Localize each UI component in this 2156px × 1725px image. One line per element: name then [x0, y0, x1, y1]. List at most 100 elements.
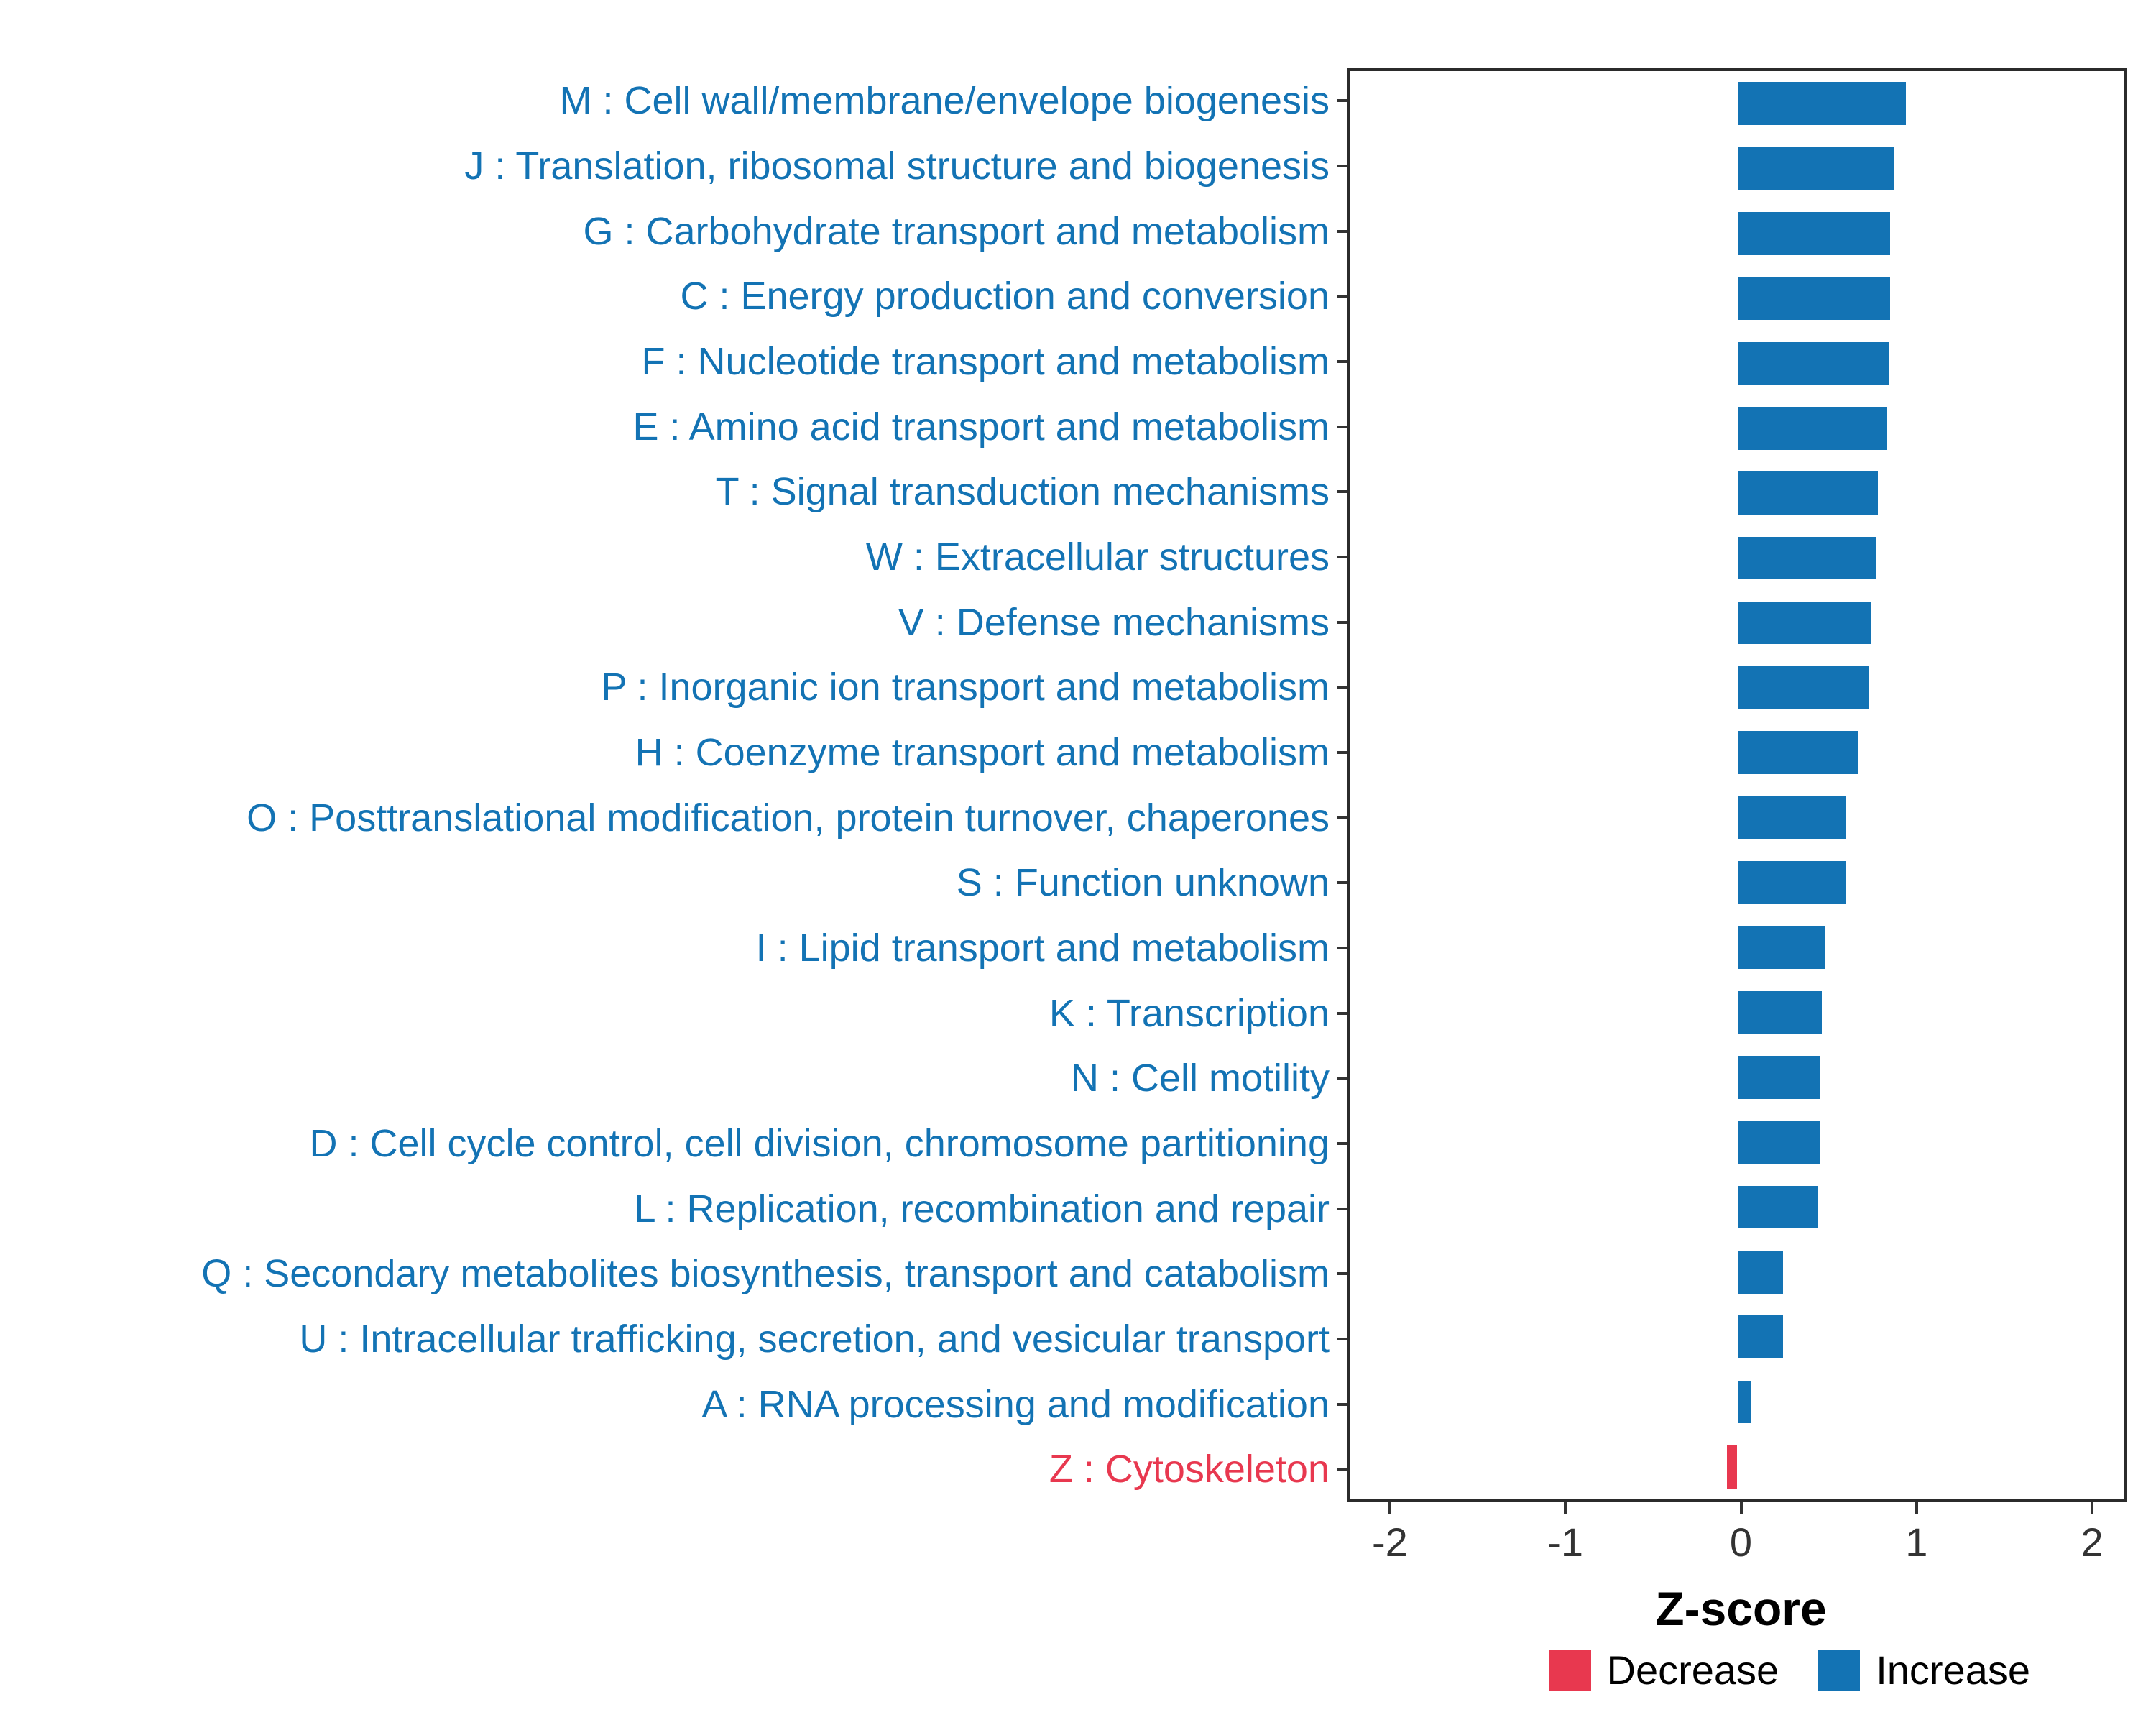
bar-row: [1350, 720, 2124, 785]
x-axis-tick-label: 0: [1729, 1519, 1753, 1565]
category-row: D : Cell cycle control, cell division, c…: [14, 1111, 1348, 1177]
legend-item-decrease: Decrease: [1549, 1650, 1779, 1691]
y-axis-tick: [1337, 295, 1348, 298]
x-axis-tick-label: 2: [2081, 1519, 2104, 1565]
plot-panel: [1348, 68, 2127, 1502]
category-row: O : Posttranslational modification, prot…: [14, 785, 1348, 850]
bar-row: [1350, 136, 2124, 201]
category-label: T : Signal transduction mechanisms: [715, 470, 1330, 514]
bar-J: [1737, 147, 1894, 190]
bar-row: [1350, 1369, 2124, 1434]
legend-swatch-decrease: [1549, 1650, 1591, 1691]
bar-Z: [1726, 1445, 1738, 1489]
bar-A: [1737, 1380, 1752, 1424]
bar-row: [1350, 266, 2124, 331]
y-axis-labels: M : Cell wall/membrane/envelope biogenes…: [14, 68, 1348, 1502]
y-axis-tick: [1337, 490, 1348, 494]
bar-L: [1737, 1185, 1819, 1229]
category-label: J : Translation, ribosomal structure and…: [464, 144, 1330, 188]
category-label: A : RNA processing and modification: [701, 1382, 1330, 1426]
bar-row: [1350, 1110, 2124, 1174]
category-row: L : Replication, recombination and repai…: [14, 1176, 1348, 1241]
category-row: U : Intracellular trafficking, secretion…: [14, 1307, 1348, 1372]
bar-row: [1350, 396, 2124, 461]
category-row: N : Cell motility: [14, 1046, 1348, 1111]
y-axis-tick: [1337, 165, 1348, 167]
category-label: F : Nucleotide transport and metabolism: [641, 340, 1330, 384]
category-row: Z : Cytoskeleton: [14, 1437, 1348, 1502]
category-label: S : Function unknown: [956, 861, 1330, 905]
x-axis-tick-label: -2: [1371, 1519, 1408, 1565]
bar-row: [1350, 331, 2124, 395]
x-axis-tick-label: 1: [1905, 1519, 1928, 1565]
y-axis-tick: [1337, 947, 1348, 950]
y-axis-tick: [1337, 1468, 1348, 1471]
category-label: C : Energy production and conversion: [680, 275, 1330, 318]
y-axis-tick: [1337, 1077, 1348, 1080]
category-row: E : Amino acid transport and metabolism: [14, 394, 1348, 459]
category-row: M : Cell wall/membrane/envelope biogenes…: [14, 68, 1348, 134]
legend: Decrease Increase: [1549, 1650, 2030, 1691]
bar-U: [1737, 1315, 1784, 1358]
x-axis-tick: [1388, 1502, 1391, 1514]
category-label: Z : Cytoskeleton: [1049, 1448, 1330, 1491]
bar-K: [1737, 990, 1822, 1034]
bar-row: [1350, 850, 2124, 915]
legend-label-increase: Increase: [1876, 1647, 2030, 1693]
category-label: K : Transcription: [1049, 991, 1330, 1035]
y-axis-tick: [1337, 1142, 1348, 1146]
bar-row: [1350, 71, 2124, 136]
category-label: L : Replication, recombination and repai…: [634, 1187, 1330, 1230]
category-label: E : Amino acid transport and metabolism: [632, 405, 1330, 448]
y-axis-tick: [1337, 1338, 1348, 1341]
category-row: T : Signal transduction mechanisms: [14, 459, 1348, 525]
y-axis-tick: [1337, 1402, 1348, 1406]
x-axis-tick: [1739, 1502, 1743, 1514]
legend-swatch-increase: [1818, 1650, 1861, 1691]
bar-row: [1350, 1435, 2124, 1499]
category-row: I : Lipid transport and metabolism: [14, 916, 1348, 981]
bar-G: [1737, 211, 1891, 255]
y-axis-tick: [1337, 1272, 1348, 1276]
x-axis-tick: [1564, 1502, 1567, 1514]
plot-column: [1348, 68, 2127, 1502]
bar-row: [1350, 1240, 2124, 1305]
category-label: G : Carbohydrate transport and metabolis…: [583, 209, 1330, 253]
x-axis: -2 -1 0 1 2: [1355, 1502, 2127, 1581]
bar-row: [1350, 785, 2124, 850]
category-label: U : Intracellular trafficking, secretion…: [299, 1317, 1330, 1361]
category-label: N : Cell motility: [1070, 1057, 1330, 1100]
bar-I: [1737, 926, 1825, 969]
bar-Q: [1737, 1250, 1784, 1294]
category-row: J : Translation, ribosomal structure and…: [14, 134, 1348, 199]
category-label: W : Extracellular structures: [865, 535, 1330, 579]
category-label: H : Coenzyme transport and metabolism: [635, 731, 1330, 775]
bar-row: [1350, 1305, 2124, 1369]
category-row: S : Function unknown: [14, 850, 1348, 916]
bar-O: [1737, 796, 1847, 840]
bar-W: [1737, 536, 1876, 580]
category-row: C : Energy production and conversion: [14, 264, 1348, 329]
bar-V: [1737, 601, 1871, 645]
bar-row: [1350, 656, 2124, 720]
bar-E: [1737, 406, 1887, 450]
category-label: Q : Secondary metabolites biosynthesis, …: [201, 1252, 1330, 1296]
category-label: P : Inorganic ion transport and metaboli…: [601, 666, 1330, 709]
category-label: D : Cell cycle control, cell division, c…: [309, 1122, 1330, 1166]
category-row: Q : Secondary metabolites biosynthesis, …: [14, 1241, 1348, 1307]
category-row: F : Nucleotide transport and metabolism: [14, 329, 1348, 395]
y-axis-tick: [1337, 1011, 1348, 1015]
x-axis-tick: [1915, 1502, 1918, 1514]
bar-N: [1737, 1056, 1820, 1099]
category-row: W : Extracellular structures: [14, 525, 1348, 590]
bar-row: [1350, 1174, 2124, 1239]
category-row: K : Transcription: [14, 980, 1348, 1046]
bar-row: [1350, 915, 2124, 980]
y-axis-tick: [1337, 99, 1348, 103]
y-axis-tick: [1337, 229, 1348, 233]
chart-area: M : Cell wall/membrane/envelope biogenes…: [14, 68, 2127, 1502]
bar-D: [1737, 1121, 1820, 1164]
y-axis-tick: [1337, 686, 1348, 689]
legend-item-increase: Increase: [1818, 1650, 2030, 1691]
